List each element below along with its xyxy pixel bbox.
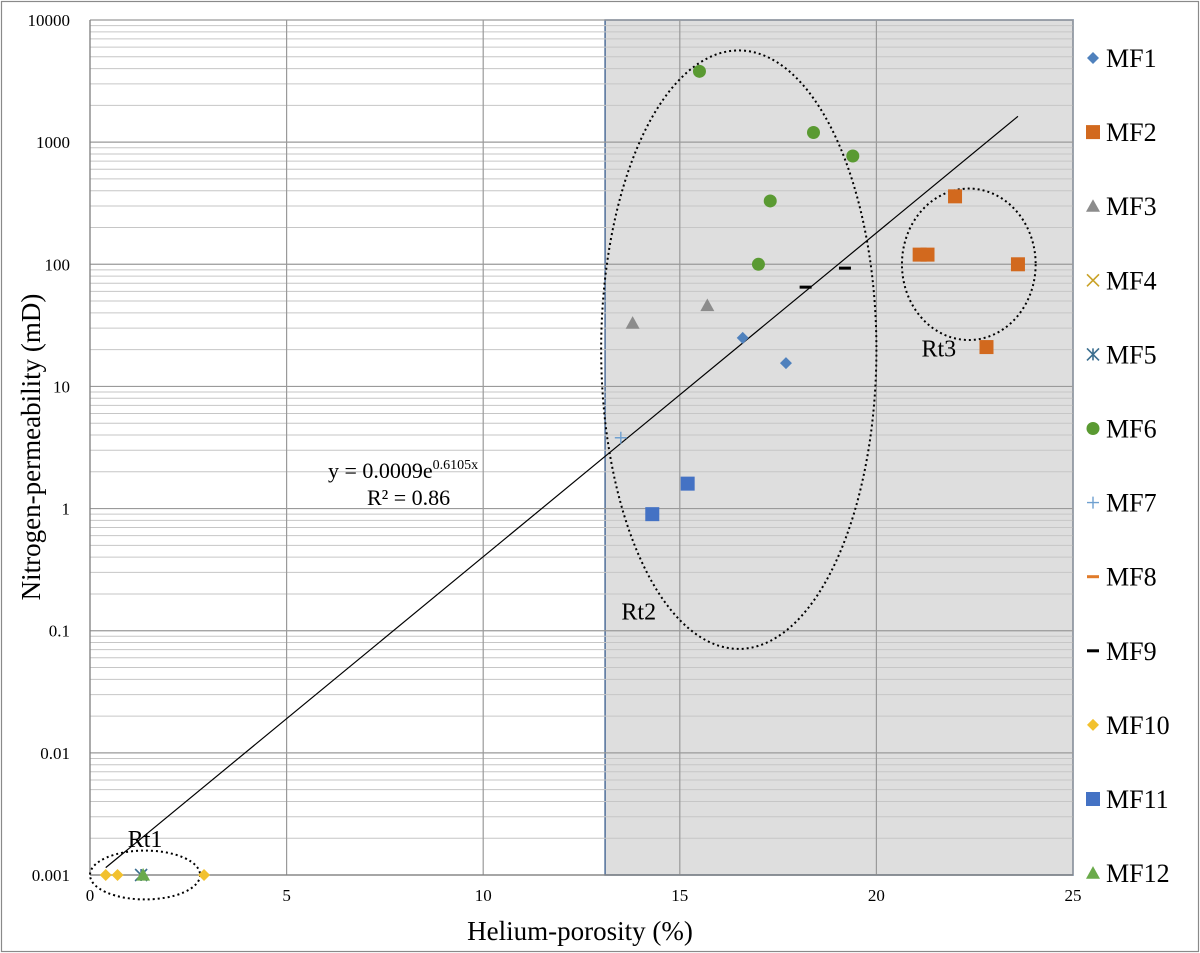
y-tick-label: 10000 xyxy=(28,11,71,30)
point-mf6 xyxy=(806,125,820,139)
legend-marker-mf5 xyxy=(1086,347,1100,361)
trendline-equation-main: y = 0.0009e xyxy=(328,458,433,483)
x-tick-label: 15 xyxy=(671,886,688,905)
axes-layer: 0 5 10 15 20 25 0.001 0.01 0.1 1 10 100 1000 10000 xyxy=(28,11,1082,905)
legend-marker-mf7 xyxy=(1087,496,1099,509)
legend-marker-mf10 xyxy=(1087,718,1099,731)
legend-marker-mf6 xyxy=(1086,422,1100,435)
y-axis-label: Nitrogen-permeability (mD) xyxy=(16,294,46,601)
group-label-rt3: Rt3 xyxy=(921,336,956,362)
legend-marker-mf2 xyxy=(1086,125,1100,140)
x-tick-label: 25 xyxy=(1065,886,1082,905)
point-mf12 xyxy=(136,868,151,881)
legend-label-mf5: MF5 xyxy=(1106,340,1157,369)
highlight-region xyxy=(604,19,1074,876)
legend-label-mf4: MF4 xyxy=(1106,266,1157,295)
trendline-r-squared: R² = 0.86 xyxy=(367,485,450,510)
legend-layer: MF1 MF2 MF3 MF4 MF5 MF6 MF7 MF8 MF9 MF10 MF11 MF12 xyxy=(1086,44,1170,888)
point-mf11 xyxy=(645,507,660,522)
legend-label-mf11: MF11 xyxy=(1106,785,1169,814)
legend-label-mf12: MF12 xyxy=(1106,859,1170,888)
trendline-equation-exponent: 0.6105x xyxy=(433,458,479,473)
point-mf1 xyxy=(779,357,792,370)
legend-marker-mf1 xyxy=(1087,52,1099,64)
highlight-region-layer xyxy=(604,19,1074,876)
x-tick-label: 0 xyxy=(86,886,95,905)
x-tick-label: 10 xyxy=(475,886,492,905)
point-mf7 xyxy=(614,431,627,444)
group-ellipse-rt2 xyxy=(600,49,878,650)
point-mf6 xyxy=(846,149,860,163)
point-mf10 xyxy=(99,869,112,881)
trendline xyxy=(105,115,1019,869)
data-points-layer xyxy=(99,64,1025,882)
point-mf2 xyxy=(1010,257,1025,272)
point-mf10 xyxy=(198,869,211,881)
point-mf11 xyxy=(680,476,695,491)
group-label-rt1: Rt1 xyxy=(128,827,163,853)
point-mf9 xyxy=(838,266,851,270)
group-ellipse-rt3 xyxy=(900,187,1037,342)
legend-marker-mf12 xyxy=(1086,866,1100,879)
y-tick-label: 0.01 xyxy=(40,744,70,763)
point-mf3 xyxy=(700,298,715,312)
legend-label-mf10: MF10 xyxy=(1106,711,1170,740)
legend-label-mf8: MF8 xyxy=(1106,563,1157,592)
legend-label-mf6: MF6 xyxy=(1106,415,1157,444)
legend-label-mf3: MF3 xyxy=(1106,192,1157,221)
point-mf6 xyxy=(692,64,706,78)
point-mf6 xyxy=(763,194,777,208)
y-tick-label: 1 xyxy=(62,500,71,519)
legend-marker-mf8 xyxy=(1087,575,1099,579)
y-tick-label: 10 xyxy=(53,377,70,396)
point-mf2 xyxy=(979,340,994,355)
legend-marker-mf4 xyxy=(1086,273,1100,287)
legend-marker-mf9 xyxy=(1087,649,1099,653)
y-tick-label: 100 xyxy=(45,255,71,274)
point-mf2 xyxy=(920,247,935,262)
point-mf6 xyxy=(751,257,765,271)
y-tick-label: 0.001 xyxy=(32,866,70,885)
y-tick-label: 0.1 xyxy=(49,622,70,641)
point-mf10 xyxy=(111,869,124,881)
x-tick-label: 5 xyxy=(282,886,291,905)
trendline-layer xyxy=(105,115,1019,869)
legend-label-mf7: MF7 xyxy=(1106,489,1157,518)
legend-marker-mf11 xyxy=(1086,792,1100,806)
x-axis-label: Helium-porosity (%) xyxy=(467,916,693,946)
legend-label-mf2: MF2 xyxy=(1106,118,1157,147)
trendline-equation: y = 0.0009e0.6105x xyxy=(328,458,478,483)
legend-label-mf1: MF1 xyxy=(1106,44,1157,73)
group-label-rt2: Rt2 xyxy=(621,600,656,626)
legend-marker-mf3 xyxy=(1086,199,1100,212)
point-mf9 xyxy=(799,285,812,289)
point-mf1 xyxy=(736,331,749,344)
y-tick-label: 1000 xyxy=(36,133,70,152)
legend-label-mf9: MF9 xyxy=(1106,637,1157,666)
point-mf2 xyxy=(948,189,963,204)
x-tick-label: 20 xyxy=(868,886,885,905)
point-mf3 xyxy=(625,316,640,329)
grid-layer xyxy=(89,19,1074,876)
